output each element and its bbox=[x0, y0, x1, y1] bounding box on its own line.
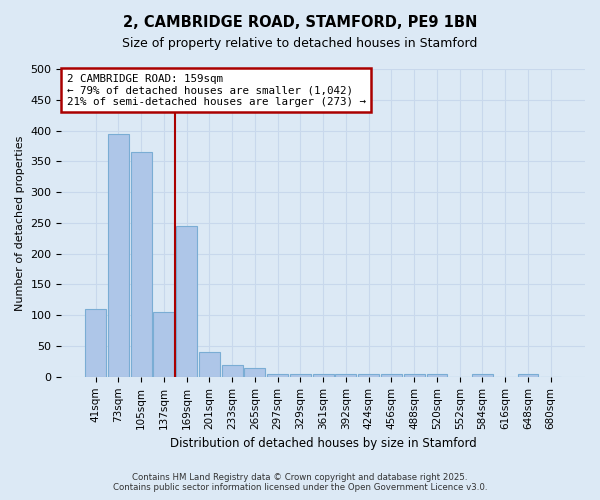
Text: 2 CAMBRIDGE ROAD: 159sqm
← 79% of detached houses are smaller (1,042)
21% of sem: 2 CAMBRIDGE ROAD: 159sqm ← 79% of detach… bbox=[67, 74, 365, 107]
Bar bbox=[313, 374, 334, 377]
Bar bbox=[427, 374, 448, 377]
Bar bbox=[108, 134, 129, 377]
Text: Contains HM Land Registry data © Crown copyright and database right 2025.
Contai: Contains HM Land Registry data © Crown c… bbox=[113, 473, 487, 492]
Bar bbox=[244, 368, 265, 377]
X-axis label: Distribution of detached houses by size in Stamford: Distribution of detached houses by size … bbox=[170, 437, 476, 450]
Bar bbox=[472, 374, 493, 377]
Bar bbox=[85, 309, 106, 377]
Bar bbox=[381, 374, 402, 377]
Text: 2, CAMBRIDGE ROAD, STAMFORD, PE9 1BN: 2, CAMBRIDGE ROAD, STAMFORD, PE9 1BN bbox=[123, 15, 477, 30]
Bar bbox=[131, 152, 152, 377]
Bar bbox=[358, 374, 379, 377]
Bar bbox=[404, 374, 425, 377]
Bar bbox=[199, 352, 220, 377]
Bar bbox=[335, 374, 356, 377]
Y-axis label: Number of detached properties: Number of detached properties bbox=[15, 135, 25, 310]
Bar bbox=[290, 374, 311, 377]
Bar bbox=[176, 226, 197, 377]
Bar bbox=[154, 312, 175, 377]
Bar bbox=[518, 374, 538, 377]
Text: Size of property relative to detached houses in Stamford: Size of property relative to detached ho… bbox=[122, 38, 478, 51]
Bar bbox=[222, 364, 242, 377]
Bar bbox=[267, 374, 288, 377]
